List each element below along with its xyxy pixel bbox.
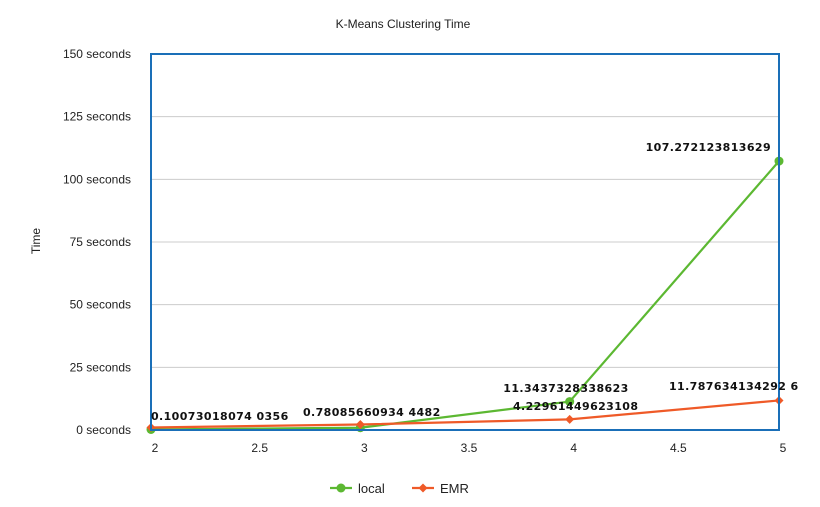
y-tick-label: 0 seconds — [76, 423, 131, 437]
y-tick-label: 100 seconds — [63, 172, 131, 186]
data-point-emr — [565, 414, 575, 424]
legend-marker-local — [336, 483, 346, 493]
chart-title: K-Means Clustering Time — [336, 17, 471, 31]
legend-label-local: local — [358, 481, 385, 496]
x-tick-labels: 2 2.5 3 3.5 4 4.5 5 — [152, 441, 787, 455]
y-tick-label: 25 seconds — [70, 360, 131, 374]
series-line-local — [150, 160, 780, 431]
y-tick-label: 125 seconds — [63, 110, 131, 124]
x-tick-label: 4.5 — [670, 441, 687, 455]
x-tick-label: 3 — [361, 441, 368, 455]
x-tick-label: 5 — [780, 441, 787, 455]
y-axis-label: Time — [29, 228, 43, 255]
y-tick-label: 75 seconds — [70, 235, 131, 249]
data-point-local — [565, 397, 575, 407]
legend-marker-emr — [418, 483, 428, 493]
x-tick-label: 4 — [570, 441, 577, 455]
series-line-emr — [150, 399, 780, 429]
y-tick-label: 150 seconds — [63, 47, 131, 61]
data-label: 11.3437328338623 — [503, 382, 628, 395]
data-label: 4.22961449623108 — [513, 400, 638, 413]
legend: local EMR — [330, 481, 469, 496]
data-label: 107.272123813629 — [646, 141, 771, 154]
data-label: 11.787634134292 6 — [669, 380, 799, 393]
x-tick-label: 2.5 — [251, 441, 268, 455]
y-tick-label: 50 seconds — [70, 298, 131, 312]
data-labels: 11.3437328338623 107.272123813629 0.100730… — [151, 141, 799, 423]
gridlines — [151, 53, 779, 431]
y-tick-labels: 0 seconds 25 seconds 50 seconds 75 seconds 1… — [63, 47, 131, 437]
x-tick-label: 3.5 — [461, 441, 478, 455]
plot-area-border — [150, 53, 780, 431]
legend-label-emr: EMR — [440, 481, 469, 496]
data-label: 0.78085660934 4482 — [303, 406, 441, 419]
data-label: 0.10073018074 0356 — [151, 410, 289, 423]
x-tick-label: 2 — [152, 441, 159, 455]
data-point-emr — [355, 419, 365, 429]
